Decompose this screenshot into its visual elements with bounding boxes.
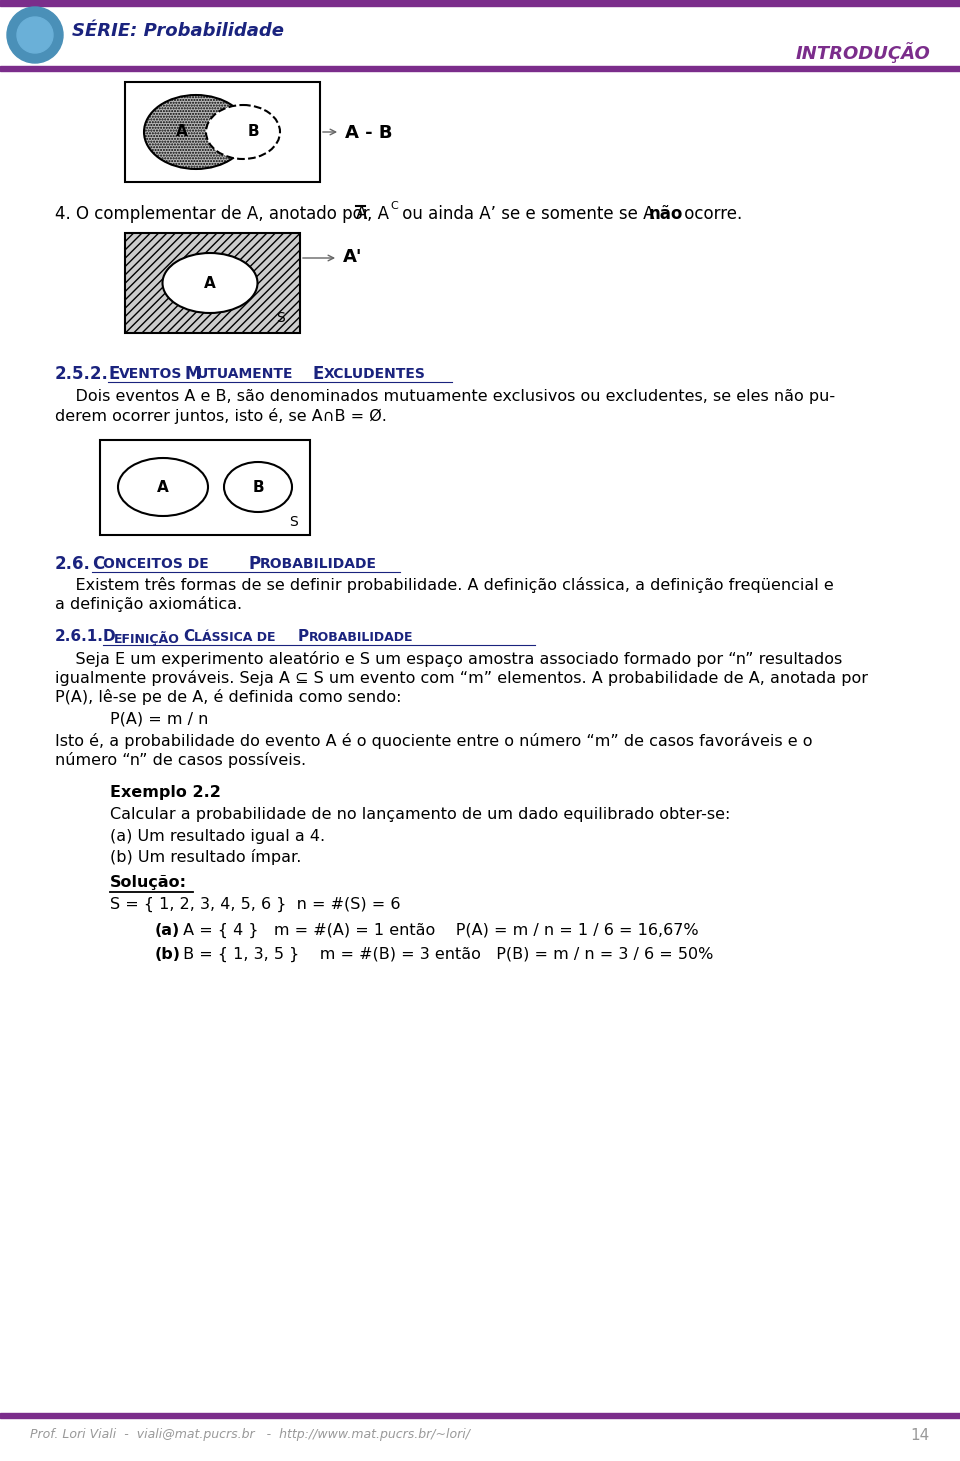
Bar <box>0 1413 960 1419</box>
Text: D: D <box>103 630 115 644</box>
Bar <box>100 440 310 535</box>
Text: ROBABILIDADE: ROBABILIDADE <box>309 631 414 644</box>
Text: S = { 1, 2, 3, 4, 5, 6 }  n = #(S) = 6: S = { 1, 2, 3, 4, 5, 6 } n = #(S) = 6 <box>110 897 400 912</box>
Text: XCLUDENTES: XCLUDENTES <box>324 367 426 381</box>
Text: Existem três formas de se definir probabilidade. A definição clássica, a definiç: Existem três formas de se definir probab… <box>55 577 833 593</box>
Text: EFINIÇÃO: EFINIÇÃO <box>114 631 180 646</box>
Text: , A: , A <box>367 205 389 224</box>
Text: A: A <box>204 276 216 291</box>
Text: VENTOS: VENTOS <box>119 367 182 381</box>
Text: P: P <box>298 630 309 644</box>
Text: igualmente prováveis. Seja A ⊆ S um evento com “m” elementos. A probabilidade de: igualmente prováveis. Seja A ⊆ S um even… <box>55 671 868 687</box>
Text: derem ocorrer juntos, isto é, se A∩B = Ø.: derem ocorrer juntos, isto é, se A∩B = Ø… <box>55 408 387 424</box>
Text: a definição axiomática.: a definição axiomática. <box>55 596 242 612</box>
Text: número “n” de casos possíveis.: número “n” de casos possíveis. <box>55 752 306 768</box>
Text: S: S <box>289 514 298 529</box>
Text: 2.5.2.: 2.5.2. <box>55 365 108 383</box>
Text: E: E <box>313 365 324 383</box>
Text: A': A' <box>343 248 363 266</box>
Text: ocorre.: ocorre. <box>679 205 742 224</box>
Text: C: C <box>183 630 194 644</box>
Text: P: P <box>248 555 260 573</box>
Text: C: C <box>92 555 105 573</box>
Text: (a): (a) <box>155 923 180 938</box>
Text: Seja E um experimento aleatório e S um espaço amostra associado formado por “n” : Seja E um experimento aleatório e S um e… <box>55 652 842 668</box>
Text: A - B: A - B <box>345 124 393 142</box>
Text: S: S <box>276 311 285 324</box>
Ellipse shape <box>118 457 208 516</box>
Ellipse shape <box>224 462 292 511</box>
Ellipse shape <box>144 95 248 169</box>
Ellipse shape <box>162 253 257 313</box>
Bar <box>0 66 960 72</box>
Text: M: M <box>185 365 202 383</box>
Text: A: A <box>157 479 169 494</box>
Circle shape <box>17 18 53 53</box>
Text: Prof. Lori Viali  -  viali@mat.pucrs.br   -  http://www.mat.pucrs.br/~lori/: Prof. Lori Viali - viali@mat.pucrs.br - … <box>30 1427 470 1441</box>
Text: A: A <box>176 124 188 139</box>
Text: SÉRIE: Probabilidade: SÉRIE: Probabilidade <box>72 22 284 39</box>
Text: INTRODUÇÃO: INTRODUÇÃO <box>795 42 930 63</box>
Text: (b) Um resultado ímpar.: (b) Um resultado ímpar. <box>110 849 301 865</box>
Text: 2.6.: 2.6. <box>55 555 91 573</box>
Text: E: E <box>108 365 119 383</box>
Text: ONCEITOS DE: ONCEITOS DE <box>103 557 208 571</box>
Text: P(A), lê-se pe de A, é definida como sendo:: P(A), lê-se pe de A, é definida como sen… <box>55 690 401 706</box>
Circle shape <box>7 7 63 63</box>
Text: Calcular a probabilidade de no lançamento de um dado equilibrado obter-se:: Calcular a probabilidade de no lançament… <box>110 806 731 823</box>
Bar <box>0 0 960 6</box>
Text: 4. O complementar de A, anotado por: 4. O complementar de A, anotado por <box>55 205 374 224</box>
Text: 14: 14 <box>911 1427 930 1443</box>
Text: (a) Um resultado igual a 4.: (a) Um resultado igual a 4. <box>110 828 325 844</box>
Bar <box>125 82 320 183</box>
Text: B = { 1, 3, 5 }    m = #(B) = 3 então   P(B) = m / n = 3 / 6 = 50%: B = { 1, 3, 5 } m = #(B) = 3 então P(B) … <box>178 947 713 963</box>
Text: (b): (b) <box>155 947 181 961</box>
Text: A = { 4 }   m = #(A) = 1 então    P(A) = m / n = 1 / 6 = 16,67%: A = { 4 } m = #(A) = 1 então P(A) = m / … <box>178 923 699 938</box>
Text: 2.6.1.: 2.6.1. <box>55 630 104 644</box>
Text: B: B <box>252 479 264 494</box>
Text: UTUAMENTE: UTUAMENTE <box>197 367 294 381</box>
Text: P(A) = m / n: P(A) = m / n <box>110 712 208 726</box>
Ellipse shape <box>206 105 280 159</box>
Text: Dois eventos A e B, são denominados mutuamente exclusivos ou excludentes, se ele: Dois eventos A e B, são denominados mutu… <box>55 389 835 405</box>
Text: B: B <box>247 124 259 139</box>
Bar <box>125 232 300 333</box>
Text: não: não <box>649 205 684 224</box>
Text: ou ainda A’ se e somente se A: ou ainda A’ se e somente se A <box>397 205 660 224</box>
Text: Isto é, a probabilidade do evento A é o quociente entre o número “m” de casos fa: Isto é, a probabilidade do evento A é o … <box>55 733 812 749</box>
Text: ROBABILIDADE: ROBABILIDADE <box>260 557 377 571</box>
Text: Exemplo 2.2: Exemplo 2.2 <box>110 785 221 801</box>
Text: LÁSSICA DE: LÁSSICA DE <box>194 631 276 644</box>
Text: C: C <box>390 202 397 210</box>
Text: Solução:: Solução: <box>110 875 187 890</box>
Text: A: A <box>356 205 368 224</box>
